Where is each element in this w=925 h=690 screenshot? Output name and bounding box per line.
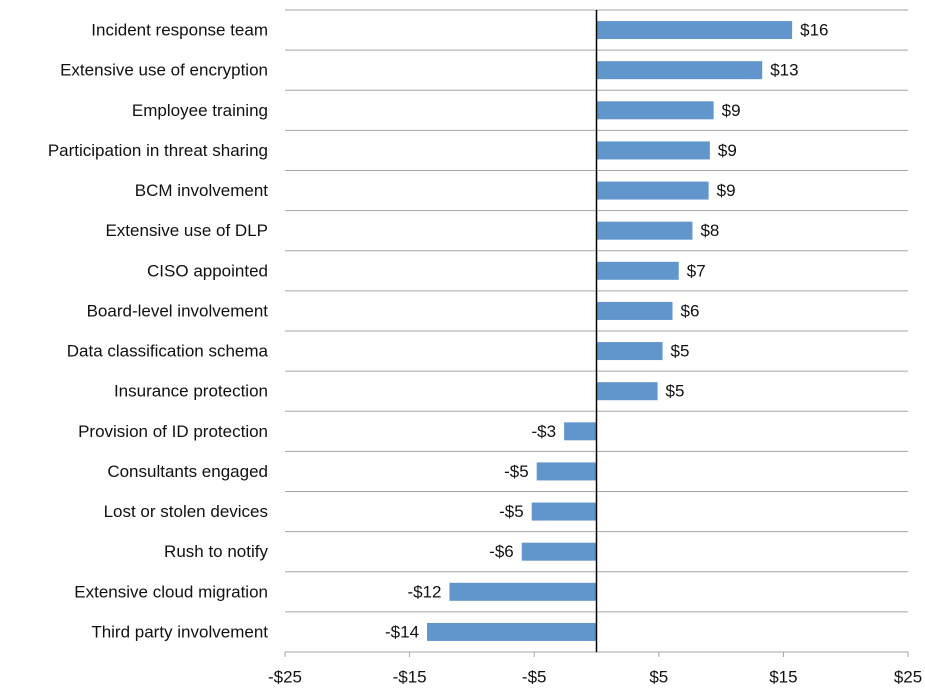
bar [596, 21, 793, 40]
value-label: -$12 [407, 582, 441, 601]
value-label: $7 [687, 261, 706, 280]
y-tick-label: Third party involvement [91, 622, 268, 641]
x-tick-label: $15 [769, 667, 797, 686]
value-label: $13 [770, 61, 798, 80]
bar [596, 101, 714, 120]
value-label: $9 [717, 181, 736, 200]
bar [531, 502, 597, 521]
value-label: -$14 [385, 622, 419, 641]
y-tick-label: Extensive use of encryption [60, 61, 268, 80]
value-label: -$5 [504, 462, 529, 481]
bar [596, 141, 710, 160]
value-label: $9 [718, 141, 737, 160]
bar [536, 462, 597, 481]
bar [596, 261, 679, 280]
x-tick-label: -$15 [393, 667, 427, 686]
value-label: $16 [800, 21, 828, 40]
y-tick-label: Provision of ID protection [78, 422, 268, 441]
y-tick-label: Insurance protection [114, 382, 268, 401]
y-tick-label: Participation in threat sharing [48, 141, 268, 160]
x-tick-label: -$5 [522, 667, 547, 686]
value-label: $8 [700, 221, 719, 240]
bar [521, 542, 597, 561]
y-tick-label: Rush to notify [164, 542, 268, 561]
y-tick-label: Lost or stolen devices [104, 502, 268, 521]
bar [596, 181, 709, 200]
bar [596, 342, 663, 361]
x-tick-label: $5 [649, 667, 668, 686]
bar [449, 582, 597, 601]
y-tick-label: Employee training [132, 101, 268, 120]
bar [596, 61, 763, 80]
value-label: $5 [671, 342, 690, 361]
x-tick-label: -$25 [268, 667, 302, 686]
y-tick-label: Incident response team [91, 21, 268, 40]
y-tick-label: Data classification schema [67, 342, 269, 361]
value-label: -$6 [489, 542, 514, 561]
bar [596, 221, 693, 240]
y-tick-label: BCM involvement [135, 181, 268, 200]
y-tick-label: Extensive use of DLP [105, 221, 268, 240]
y-tick-label: Board-level involvement [87, 301, 269, 320]
value-label: -$3 [532, 422, 557, 441]
x-tick-label: $25 [894, 667, 922, 686]
value-label: $6 [681, 301, 700, 320]
y-tick-label: Extensive cloud migration [74, 582, 268, 601]
value-label: $9 [722, 101, 741, 120]
y-tick-label: CISO appointed [147, 261, 268, 280]
bar [564, 422, 597, 441]
value-label: $5 [666, 382, 685, 401]
y-tick-label: Consultants engaged [107, 462, 268, 481]
value-label: -$5 [499, 502, 524, 521]
bar [596, 301, 673, 320]
bar [427, 622, 597, 641]
bar [596, 382, 658, 401]
